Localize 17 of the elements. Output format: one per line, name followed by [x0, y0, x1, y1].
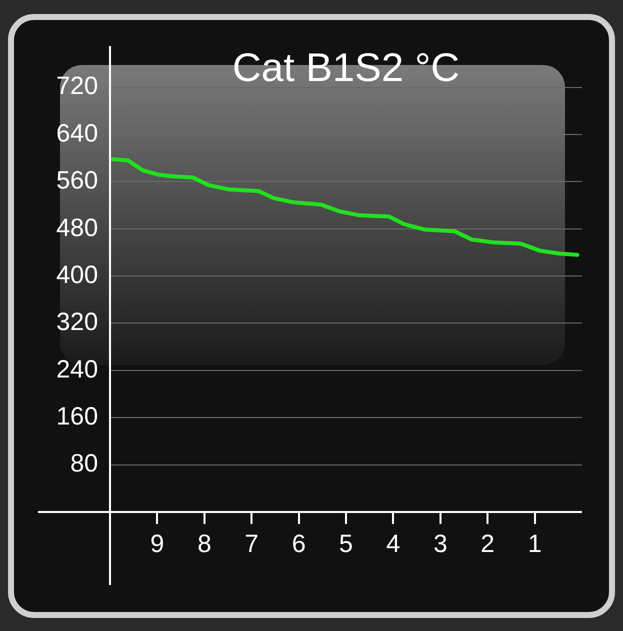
- x-tick-label: 2: [480, 530, 495, 558]
- y-tick-label: 480: [56, 214, 98, 242]
- y-tick-label: 160: [56, 402, 98, 431]
- y-tick-label: 80: [70, 450, 98, 478]
- x-tick-label: 3: [433, 530, 448, 558]
- y-tick-label: 240: [56, 355, 98, 384]
- x-tick-label: 8: [197, 530, 212, 558]
- x-tick-label: 4: [386, 530, 400, 558]
- y-tick-label: 640: [56, 119, 98, 148]
- x-tick-label: 6: [292, 530, 306, 558]
- x-tick-label: 9: [150, 530, 164, 558]
- x-tick-label: 7: [244, 530, 259, 558]
- y-tick-label: 560: [56, 166, 98, 195]
- x-tick-label: 1: [528, 530, 542, 558]
- y-tick-label: 400: [56, 260, 98, 289]
- x-tick-label: 5: [339, 530, 353, 558]
- y-tick-label: 320: [56, 308, 98, 336]
